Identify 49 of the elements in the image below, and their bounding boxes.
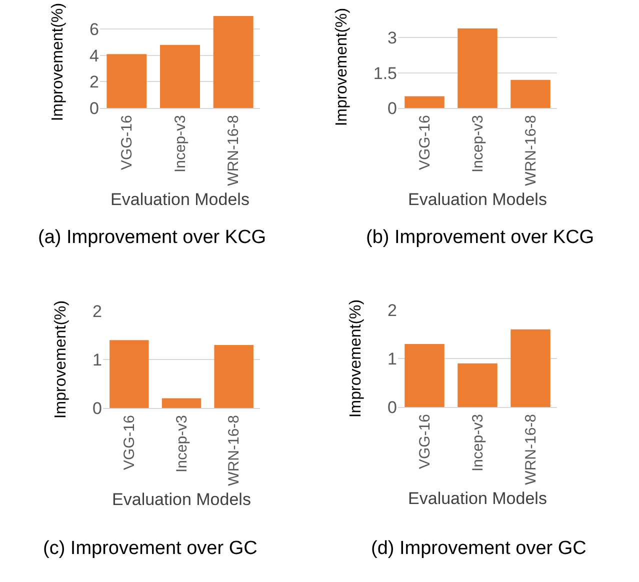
- x-tick-label: VGG-16: [416, 115, 434, 170]
- x-tick-label: Incep-v3: [469, 115, 486, 173]
- y-tick-label: 1: [388, 349, 397, 368]
- y-tick-label: 0: [92, 398, 102, 418]
- x-axis-title: Evaluation Models: [408, 489, 547, 508]
- x-tick-label: Incep-v3: [469, 414, 486, 472]
- y-axis-title: Improvement(%): [333, 8, 350, 126]
- bar: [458, 363, 498, 407]
- text: (b) Improvement over KCG: [366, 227, 594, 248]
- y-tick-label: 1: [92, 350, 102, 370]
- x-tick-label: WRN-16-8: [225, 115, 242, 186]
- y-tick-label: 4: [90, 46, 99, 66]
- bar: [160, 44, 200, 108]
- x-tick-label: Incep-v3: [173, 415, 190, 473]
- x-tick-label: VGG-16: [416, 414, 434, 470]
- bar: [510, 80, 550, 108]
- x-tick-label: Incep-v3: [172, 115, 189, 173]
- text: (d) Improvement over GC: [371, 538, 586, 559]
- x-tick-label: VGG-16: [118, 115, 136, 170]
- x-axis-title: Evaluation Models: [408, 190, 547, 210]
- bar: [404, 96, 444, 108]
- x-tick-label: WRN-16-8: [226, 415, 243, 486]
- y-tick-label: 2: [388, 300, 397, 320]
- y-tick-label: 0: [388, 98, 397, 118]
- bar: [106, 54, 147, 108]
- x-tick-label: WRN-16-8: [522, 414, 540, 485]
- bar: [110, 340, 149, 408]
- bar: [213, 16, 254, 108]
- y-tick-label: 0: [90, 98, 99, 118]
- bar: [510, 329, 550, 407]
- y-axis-title: Improvement(%): [347, 299, 364, 418]
- y-tick-label: 2: [92, 302, 102, 321]
- y-tick-label: 0: [388, 398, 397, 417]
- y-tick-label: 2: [90, 72, 99, 92]
- bar: [458, 28, 498, 108]
- x-axis-title: Evaluation Models: [112, 490, 251, 510]
- y-tick-label: 1.5: [373, 64, 397, 83]
- y-tick-label: 6: [90, 20, 99, 40]
- text: (c) Improvement over GC: [43, 538, 258, 559]
- text: (a) Improvement over KCG: [38, 227, 266, 248]
- bar: [214, 344, 254, 408]
- y-axis-title: Improvement(%): [49, 2, 66, 122]
- y-tick-label: 3: [388, 28, 397, 48]
- bar: [404, 344, 444, 407]
- bar: [162, 398, 202, 408]
- y-axis-title: Improvement(%): [52, 300, 70, 419]
- x-tick-label: VGG-16: [121, 415, 138, 470]
- x-axis-title: Evaluation Models: [110, 190, 250, 210]
- x-tick-label: WRN-16-8: [522, 115, 540, 186]
